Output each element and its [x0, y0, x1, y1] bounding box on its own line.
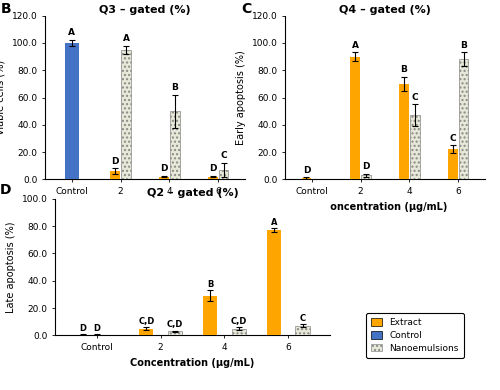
- Bar: [140, 328, 153, 335]
- Bar: [361, 175, 371, 179]
- Bar: [302, 178, 312, 179]
- Text: C: C: [220, 151, 227, 160]
- Text: B: B: [207, 280, 214, 289]
- Text: D: D: [209, 164, 216, 173]
- Y-axis label: Viable cells (%): Viable cells (%): [0, 60, 6, 135]
- Bar: [64, 43, 79, 179]
- Bar: [448, 149, 458, 179]
- Text: C: C: [300, 314, 306, 323]
- Bar: [121, 50, 131, 179]
- Title: Q3 – gated (%): Q3 – gated (%): [99, 5, 191, 15]
- Text: B: B: [172, 83, 178, 92]
- Bar: [168, 331, 181, 335]
- Text: C: C: [241, 2, 252, 16]
- Text: A: A: [271, 218, 278, 227]
- Text: D: D: [160, 164, 168, 173]
- Text: C,D: C,D: [166, 320, 183, 329]
- Text: C: C: [412, 92, 418, 102]
- Bar: [170, 111, 179, 179]
- Text: D: D: [302, 166, 310, 175]
- Y-axis label: Early apoptosis (%): Early apoptosis (%): [236, 50, 246, 145]
- Text: B: B: [1, 2, 11, 16]
- Text: A: A: [68, 28, 75, 37]
- Text: C,D: C,D: [138, 317, 154, 326]
- Text: A: A: [352, 41, 358, 50]
- Y-axis label: Late apoptosis (%): Late apoptosis (%): [6, 222, 16, 313]
- Title: Q4 – gated (%): Q4 – gated (%): [339, 5, 431, 15]
- Text: B: B: [400, 65, 407, 74]
- Bar: [208, 177, 218, 179]
- Bar: [159, 177, 169, 179]
- X-axis label: Concentration (μg/mL): Concentration (μg/mL): [323, 202, 447, 212]
- Bar: [110, 171, 120, 179]
- Bar: [350, 57, 360, 179]
- Bar: [218, 170, 228, 179]
- X-axis label: Concentration (μg/mL): Concentration (μg/mL): [130, 358, 254, 368]
- Text: D: D: [0, 183, 12, 197]
- Bar: [268, 230, 281, 335]
- Text: C,D: C,D: [230, 317, 246, 326]
- Text: D: D: [112, 157, 119, 166]
- Text: C: C: [450, 133, 456, 142]
- Text: D: D: [362, 162, 370, 171]
- X-axis label: Concentration (μg/mL): Concentration (μg/mL): [83, 202, 207, 212]
- Text: A: A: [122, 34, 130, 43]
- Text: D: D: [79, 324, 86, 333]
- Bar: [410, 115, 420, 179]
- Bar: [458, 59, 468, 179]
- Bar: [296, 326, 310, 335]
- Title: Q2 – gated (%): Q2 – gated (%): [146, 188, 238, 198]
- Bar: [232, 328, 245, 335]
- Bar: [399, 84, 409, 179]
- Legend: Extract, Control, Nanoemulsions: Extract, Control, Nanoemulsions: [366, 313, 464, 358]
- Bar: [204, 296, 218, 335]
- Text: D: D: [93, 324, 100, 333]
- Text: B: B: [460, 41, 467, 50]
